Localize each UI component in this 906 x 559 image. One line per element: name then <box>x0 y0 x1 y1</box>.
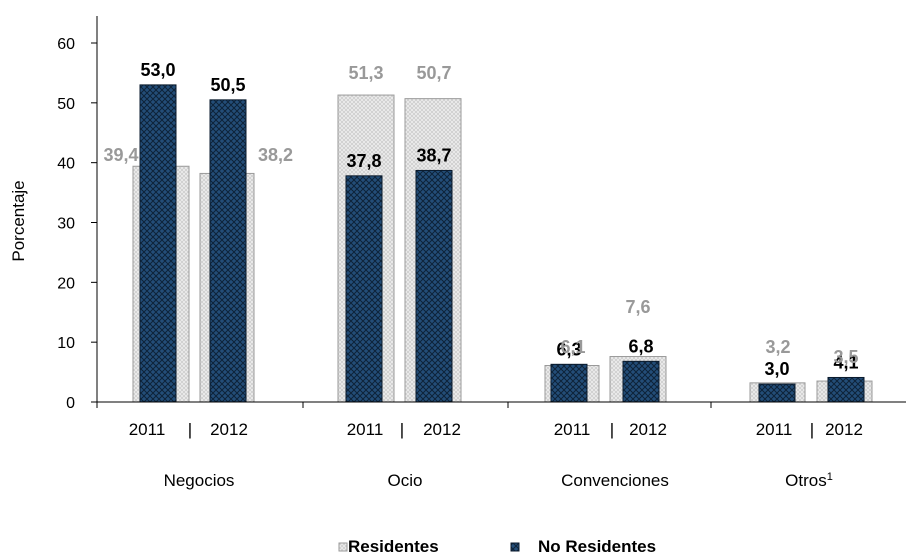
y-tick-label: 10 <box>57 335 75 352</box>
x-tick-label-separator: | <box>810 420 814 439</box>
legend: Residentes No Residentes <box>338 537 656 556</box>
bar-no-residentes <box>622 360 660 403</box>
bar-no-residentes <box>550 363 588 403</box>
data-label-residentes: 6,1 <box>560 337 585 357</box>
y-tick-label: 50 <box>57 96 75 113</box>
bar-no-residentes <box>827 376 865 403</box>
y-tick-label: 40 <box>57 156 75 173</box>
data-label-no-residentes: 4,1 <box>833 352 858 372</box>
legend-label-residentes: Residentes <box>348 537 439 556</box>
bar-no-residentes <box>345 175 383 403</box>
data-label-residentes: 3,5 <box>833 347 858 367</box>
bar-no-residentes <box>139 84 177 403</box>
data-label-residentes: 3,2 <box>765 337 790 357</box>
bar-no-residentes <box>415 169 453 403</box>
y-axis-title: Porcentaje <box>9 180 28 261</box>
legend-swatch-no-residentes <box>510 542 520 552</box>
data-label-no-residentes: 6,8 <box>628 336 653 356</box>
x-tick-label-year: 2011 <box>554 420 591 439</box>
data-label-no-residentes: 37,8 <box>346 151 381 171</box>
x-tick-label-year: 2011 <box>129 420 166 439</box>
x-tick-label-year: 2012 <box>210 420 248 439</box>
data-label-residentes: 50,7 <box>416 63 451 83</box>
x-tick-label-year: 2012 <box>423 420 461 439</box>
x-tick-label-separator: | <box>610 420 614 439</box>
data-label-residentes: 51,3 <box>348 63 383 83</box>
legend-label-no-residentes: No Residentes <box>538 537 656 556</box>
x-tick-label-year: 2011 <box>347 420 384 439</box>
x-tick-label-separator: | <box>188 420 192 439</box>
data-label-no-residentes: 50,5 <box>210 75 245 95</box>
bar-no-residentes <box>758 383 796 403</box>
x-tick-label-year: 2012 <box>629 420 667 439</box>
data-label-no-residentes: 6,3 <box>556 339 581 359</box>
data-label-no-residentes: 3,0 <box>764 359 789 379</box>
y-tick-label: 20 <box>57 275 75 292</box>
x-tick-label-year: 2011 <box>756 420 793 439</box>
x-group-label: Otros1 <box>785 471 833 490</box>
bar-no-residentes <box>209 99 247 403</box>
x-group-label-superscript: 1 <box>827 471 833 483</box>
y-tick-label: 0 <box>66 395 75 412</box>
x-group-label: Ocio <box>388 471 423 490</box>
data-label-residentes: 38,2 <box>258 145 293 165</box>
y-tick-label: 60 <box>57 36 75 53</box>
x-group-label: Negocios <box>164 471 235 490</box>
data-label-residentes: 39,4 <box>103 145 138 165</box>
y-tick-label: 30 <box>57 216 75 233</box>
legend-swatch-residentes <box>338 542 348 552</box>
x-tick-label-separator: | <box>400 420 404 439</box>
data-label-no-residentes: 53,0 <box>140 60 175 80</box>
x-group-label: Convenciones <box>561 471 669 490</box>
data-label-no-residentes: 38,7 <box>416 145 451 165</box>
data-label-residentes: 7,6 <box>625 297 650 317</box>
x-tick-label-year: 2012 <box>825 420 863 439</box>
